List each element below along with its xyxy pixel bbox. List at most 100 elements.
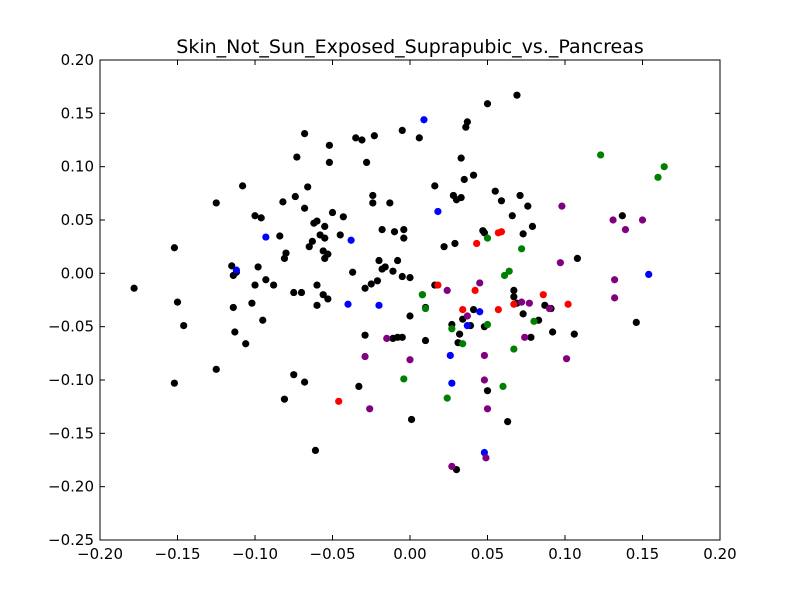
data-point: [459, 306, 467, 314]
data-point: [406, 274, 414, 282]
data-point: [545, 304, 554, 313]
data-point: [290, 288, 298, 297]
data-point: [570, 330, 578, 338]
x-tick-label: 0.10: [548, 545, 581, 563]
data-point: [229, 271, 237, 280]
data-point: [463, 118, 471, 126]
data-point: [564, 300, 572, 308]
data-point: [494, 306, 502, 314]
data-point: [398, 272, 406, 281]
data-point: [469, 171, 478, 179]
data-point: [431, 182, 439, 190]
data-point: [518, 298, 526, 306]
data-point: [270, 281, 278, 289]
data-point: [321, 234, 329, 242]
chart-title: Skin_Not_Sun_Exposed_Suprapubic_vs._Panc…: [176, 36, 643, 58]
data-point: [297, 288, 306, 297]
data-point: [276, 232, 284, 240]
data-point: [510, 286, 518, 294]
data-point: [228, 262, 236, 270]
data-point: [510, 293, 518, 301]
data-point: [328, 208, 337, 217]
data-point: [508, 212, 516, 220]
x-tick-label: −0.10: [232, 545, 278, 563]
data-point: [446, 351, 454, 360]
data-point: [280, 254, 289, 262]
data-point: [170, 379, 178, 387]
data-point: [339, 213, 347, 221]
data-point: [378, 226, 386, 234]
data-point: [170, 244, 178, 252]
data-point: [301, 130, 309, 138]
data-point: [325, 158, 333, 166]
data-point: [242, 340, 250, 348]
data-point: [463, 312, 471, 320]
data-point: [418, 291, 426, 299]
data-point: [645, 270, 653, 278]
data-point: [321, 222, 329, 230]
y-tick-label: −0.20: [48, 478, 94, 496]
data-point: [539, 291, 547, 299]
data-point: [369, 191, 377, 200]
data-point: [483, 405, 492, 413]
data-point: [611, 294, 619, 302]
data-point: [448, 462, 456, 470]
data-point: [556, 259, 564, 267]
data-point: [448, 325, 456, 333]
data-point: [513, 91, 521, 99]
data-point: [483, 320, 492, 329]
data-point: [305, 243, 313, 251]
data-point: [500, 271, 509, 280]
data-point: [310, 219, 318, 227]
data-point: [415, 134, 423, 142]
data-point: [280, 395, 289, 403]
data-point: [390, 228, 399, 236]
data-point: [420, 116, 428, 124]
data-point: [319, 291, 327, 299]
data-point: [358, 136, 366, 144]
data-point: [361, 331, 369, 339]
data-point: [573, 254, 582, 262]
data-point: [262, 233, 270, 241]
data-point: [389, 334, 397, 342]
y-tick-label: −0.25: [48, 531, 94, 549]
data-point: [251, 212, 259, 220]
data-point: [530, 317, 538, 325]
data-point: [130, 284, 138, 292]
x-tick-label: −0.20: [77, 545, 123, 563]
data-point: [459, 340, 467, 348]
data-point: [654, 173, 662, 181]
data-point: [231, 328, 239, 336]
data-point: [460, 175, 468, 184]
data-points: [130, 91, 668, 474]
data-point: [504, 418, 512, 426]
data-point: [482, 454, 490, 462]
data-point: [373, 277, 382, 285]
data-point: [370, 132, 378, 140]
data-point: [440, 243, 448, 251]
y-tick-label: 0.15: [61, 104, 94, 122]
data-point: [457, 154, 465, 162]
axis-ticks: −0.20 −0.15 −0.10 −0.05 0.00 0.05 0.10 0.15 0.20…: [48, 51, 737, 563]
data-point: [212, 199, 220, 207]
data-point: [313, 301, 321, 309]
data-point: [491, 187, 499, 195]
data-point: [421, 304, 430, 313]
data-point: [369, 199, 377, 207]
data-point: [400, 226, 408, 234]
data-point: [516, 191, 524, 200]
data-point: [290, 371, 298, 379]
data-point: [621, 226, 630, 234]
data-point: [549, 328, 557, 336]
data-point: [434, 281, 442, 289]
y-tick-label: 0.00: [61, 264, 94, 282]
data-point: [632, 318, 640, 326]
data-point: [386, 199, 394, 207]
data-point: [483, 387, 492, 395]
data-point: [347, 236, 355, 244]
data-point: [443, 286, 451, 294]
data-point: [361, 284, 369, 292]
data-point: [257, 214, 265, 222]
data-point: [562, 355, 571, 363]
